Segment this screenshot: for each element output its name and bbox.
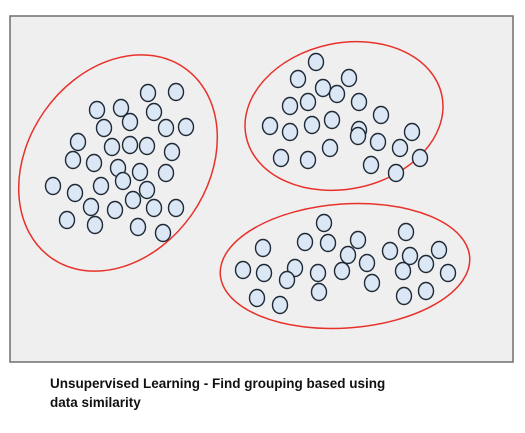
data-point-c0-12 xyxy=(177,117,195,137)
data-point-c0-14 xyxy=(85,153,103,173)
data-point-c1-5 xyxy=(299,92,317,112)
data-point-c2-5 xyxy=(339,245,357,265)
clustering-diagram xyxy=(9,15,514,363)
diagram-panel xyxy=(9,15,514,363)
data-point-c1-17 xyxy=(349,126,367,146)
data-point-c2-17 xyxy=(417,254,435,274)
data-point-c0-19 xyxy=(66,183,84,203)
data-point-c1-18 xyxy=(369,132,387,152)
data-point-c0-8 xyxy=(103,137,121,157)
cluster-outline-bottom-right xyxy=(219,202,471,330)
data-point-c0-21 xyxy=(114,171,132,191)
data-point-c0-24 xyxy=(82,197,100,217)
data-point-c0-23 xyxy=(157,163,175,183)
data-point-c2-7 xyxy=(381,241,399,261)
data-points xyxy=(44,52,457,315)
data-point-c0-4 xyxy=(95,118,113,138)
data-point-c0-30 xyxy=(86,215,104,235)
data-point-c0-28 xyxy=(167,198,185,218)
data-point-c1-6 xyxy=(328,84,346,104)
data-point-c1-15 xyxy=(299,150,317,170)
data-point-c0-13 xyxy=(64,150,82,170)
data-point-c2-11 xyxy=(255,263,273,283)
data-point-c2-16 xyxy=(394,261,412,281)
data-point-c1-8 xyxy=(261,116,279,136)
data-point-c2-20 xyxy=(310,282,328,302)
caption: Unsupervised Learning - Find grouping ba… xyxy=(50,374,490,412)
data-point-c2-23 xyxy=(417,281,435,301)
data-point-c1-22 xyxy=(387,163,405,183)
data-point-c0-5 xyxy=(121,112,139,132)
caption-line-2: data similarity xyxy=(50,395,141,410)
data-point-c2-18 xyxy=(439,263,457,283)
data-point-c0-17 xyxy=(163,142,181,162)
data-point-c1-14 xyxy=(272,148,290,168)
data-point-c0-27 xyxy=(145,198,163,218)
data-point-c1-7 xyxy=(350,92,368,112)
cluster-outline-left xyxy=(17,54,219,272)
data-point-c1-9 xyxy=(281,122,299,142)
data-point-c2-1 xyxy=(397,222,415,242)
data-point-c2-19 xyxy=(278,270,296,290)
data-point-c0-1 xyxy=(112,98,130,118)
data-point-c0-9 xyxy=(121,135,139,155)
data-point-c0-31 xyxy=(129,217,147,237)
data-point-c1-13 xyxy=(372,105,390,125)
data-point-c2-25 xyxy=(271,295,289,315)
data-point-c1-16 xyxy=(321,138,339,158)
data-point-c2-15 xyxy=(358,253,376,273)
data-point-c0-3 xyxy=(167,82,185,102)
data-point-c0-16 xyxy=(131,162,149,182)
data-point-c2-24 xyxy=(248,288,266,308)
data-point-c2-4 xyxy=(319,233,337,253)
data-point-c1-20 xyxy=(403,122,421,142)
data-point-c2-21 xyxy=(363,273,381,293)
data-point-c1-1 xyxy=(289,69,307,89)
data-point-c0-7 xyxy=(69,132,87,152)
cluster-outline-top-right xyxy=(244,40,444,192)
data-point-c2-22 xyxy=(395,286,413,306)
data-point-c1-11 xyxy=(323,110,341,130)
data-point-c2-8 xyxy=(401,246,419,266)
data-point-c2-13 xyxy=(309,263,327,283)
data-point-c1-0 xyxy=(307,52,325,72)
data-point-c1-2 xyxy=(314,78,332,98)
data-point-c2-3 xyxy=(296,232,314,252)
data-point-c1-10 xyxy=(303,115,321,135)
data-point-c1-23 xyxy=(411,148,429,168)
data-point-c0-2 xyxy=(139,83,157,103)
data-point-c2-14 xyxy=(333,261,351,281)
data-point-c0-6 xyxy=(145,102,163,122)
data-point-c0-11 xyxy=(157,118,175,138)
data-point-c0-20 xyxy=(92,176,110,196)
data-point-c1-4 xyxy=(281,96,299,116)
data-point-c0-18 xyxy=(44,176,62,196)
data-point-c2-9 xyxy=(430,240,448,260)
data-point-c0-26 xyxy=(124,190,142,210)
data-point-c2-0 xyxy=(315,213,333,233)
data-point-c1-21 xyxy=(362,155,380,175)
data-point-c2-10 xyxy=(234,260,252,280)
data-point-c0-22 xyxy=(138,180,156,200)
data-point-c0-25 xyxy=(106,200,124,220)
data-point-c1-19 xyxy=(391,138,409,158)
data-point-c0-29 xyxy=(58,210,76,230)
data-point-c0-0 xyxy=(88,100,106,120)
data-point-c2-6 xyxy=(349,230,367,250)
data-point-c0-32 xyxy=(154,223,172,243)
data-point-c0-10 xyxy=(138,136,156,156)
caption-line-1: Unsupervised Learning - Find grouping ba… xyxy=(50,376,386,391)
data-point-c1-3 xyxy=(340,68,358,88)
data-point-c2-2 xyxy=(254,238,272,258)
